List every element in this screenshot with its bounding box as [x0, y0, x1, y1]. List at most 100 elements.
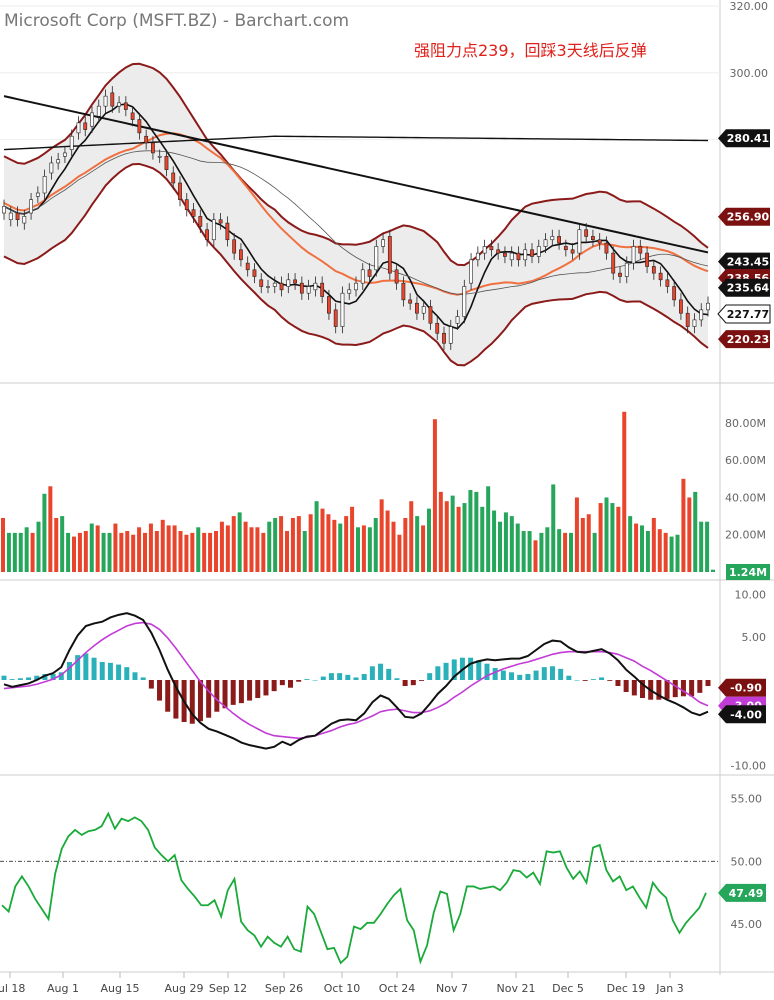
macd-histogram-bar — [189, 680, 195, 724]
candle-body — [144, 135, 149, 144]
candle-body — [76, 122, 81, 134]
macd-histogram-bar — [353, 677, 359, 680]
macd-histogram-bar — [378, 663, 384, 680]
macd-histogram-bar — [255, 680, 261, 698]
candle-body — [279, 282, 284, 291]
macd-histogram-bar — [705, 680, 711, 686]
candle-body — [205, 229, 209, 241]
price-label: 235.64 — [727, 282, 770, 295]
candle-body — [563, 246, 568, 251]
candle-body — [672, 286, 677, 301]
volume-bar — [610, 503, 615, 572]
x-tick-label: Dec 5 — [552, 982, 584, 995]
candle-body — [2, 206, 6, 214]
candle-body — [624, 262, 629, 277]
candle-body — [191, 209, 196, 217]
price-label: 227.77 — [727, 308, 769, 321]
candle-body — [469, 259, 473, 284]
candle-body — [272, 282, 277, 287]
volume-bar — [350, 506, 355, 572]
macd-histogram-bar — [66, 662, 72, 680]
macd-histogram-bar — [492, 668, 498, 680]
candle-body — [428, 306, 433, 324]
candle-body — [475, 252, 480, 261]
price-label: 243.45 — [727, 256, 769, 269]
volume-bar — [456, 506, 461, 572]
volume-bar — [125, 531, 130, 572]
candle-body — [42, 176, 47, 194]
macd-histogram-bar — [517, 674, 523, 680]
volume-bar — [6, 532, 11, 572]
macd-histogram-bar — [304, 679, 310, 680]
macd-histogram-bar — [533, 670, 539, 680]
macd-histogram-bar — [525, 674, 531, 680]
volume-bar — [290, 517, 295, 572]
volume-bar — [427, 508, 431, 572]
candle-body — [536, 246, 541, 257]
macd-histogram-bar — [427, 673, 433, 680]
candle-body — [597, 239, 602, 244]
candle-body — [198, 216, 203, 227]
volume-bar — [438, 491, 443, 572]
volume-tick-label: 20.00M — [725, 529, 766, 542]
volume-bar — [545, 527, 550, 572]
candle-body — [164, 155, 169, 170]
volume-bar — [403, 517, 408, 572]
volume-bar — [219, 521, 224, 572]
x-tick-label: Dec 19 — [607, 982, 646, 995]
x-tick-label: Aug 15 — [101, 982, 140, 995]
volume-bar — [450, 495, 455, 572]
volume-bar — [699, 521, 704, 572]
macd-histogram-bar — [337, 673, 343, 680]
candle-body — [557, 236, 561, 244]
volume-bar — [314, 501, 319, 572]
volume-bar — [669, 536, 674, 572]
volume-bar — [279, 516, 284, 572]
volume-bar — [261, 532, 266, 572]
volume-bar — [657, 529, 662, 572]
volume-bar — [391, 521, 396, 572]
macd-histogram-bar — [582, 680, 588, 681]
volume-bar — [468, 490, 473, 572]
candle-body — [90, 112, 94, 127]
macd-histogram-bar — [83, 653, 89, 680]
volume-bar — [361, 525, 366, 572]
candle-body — [178, 182, 182, 200]
volume-bar — [503, 512, 508, 572]
macd-histogram-bar — [91, 657, 97, 680]
ma-short-line — [3, 103, 709, 330]
volume-bar — [66, 532, 71, 572]
volume-bar — [83, 531, 88, 572]
volume-bar — [356, 527, 360, 572]
candle-body — [611, 252, 616, 274]
volume-bar — [486, 486, 491, 572]
volume-bar — [12, 532, 17, 572]
volume-bar — [628, 516, 633, 572]
macd-histogram-bar — [140, 677, 146, 680]
price-label-box — [718, 252, 770, 271]
x-tick-label: Jan 3 — [655, 982, 683, 995]
candle-body — [415, 302, 419, 314]
volume-bar — [60, 516, 65, 572]
ma-long-line — [3, 95, 709, 254]
volume-bar — [415, 516, 420, 572]
macd-histogram-bar — [697, 680, 703, 693]
macd-tick-label: -10.00 — [731, 760, 766, 773]
price-label: 280.41 — [727, 132, 769, 145]
volume-label-box — [726, 564, 770, 580]
volume-bar — [563, 532, 568, 572]
candle-body — [96, 105, 101, 117]
volume-bar — [196, 527, 201, 572]
macd-histogram-bar — [107, 662, 113, 680]
candle-body — [320, 282, 325, 297]
volume-bar — [385, 510, 390, 572]
volume-bar — [432, 419, 437, 572]
candle-body — [22, 216, 27, 224]
macd-histogram-bar — [484, 663, 490, 680]
volume-bar — [598, 503, 603, 572]
candle-body — [699, 309, 704, 321]
macd-histogram-bar — [623, 680, 629, 692]
volume-bar — [663, 532, 668, 572]
candle-body — [455, 316, 460, 324]
volume-bar — [373, 517, 378, 572]
